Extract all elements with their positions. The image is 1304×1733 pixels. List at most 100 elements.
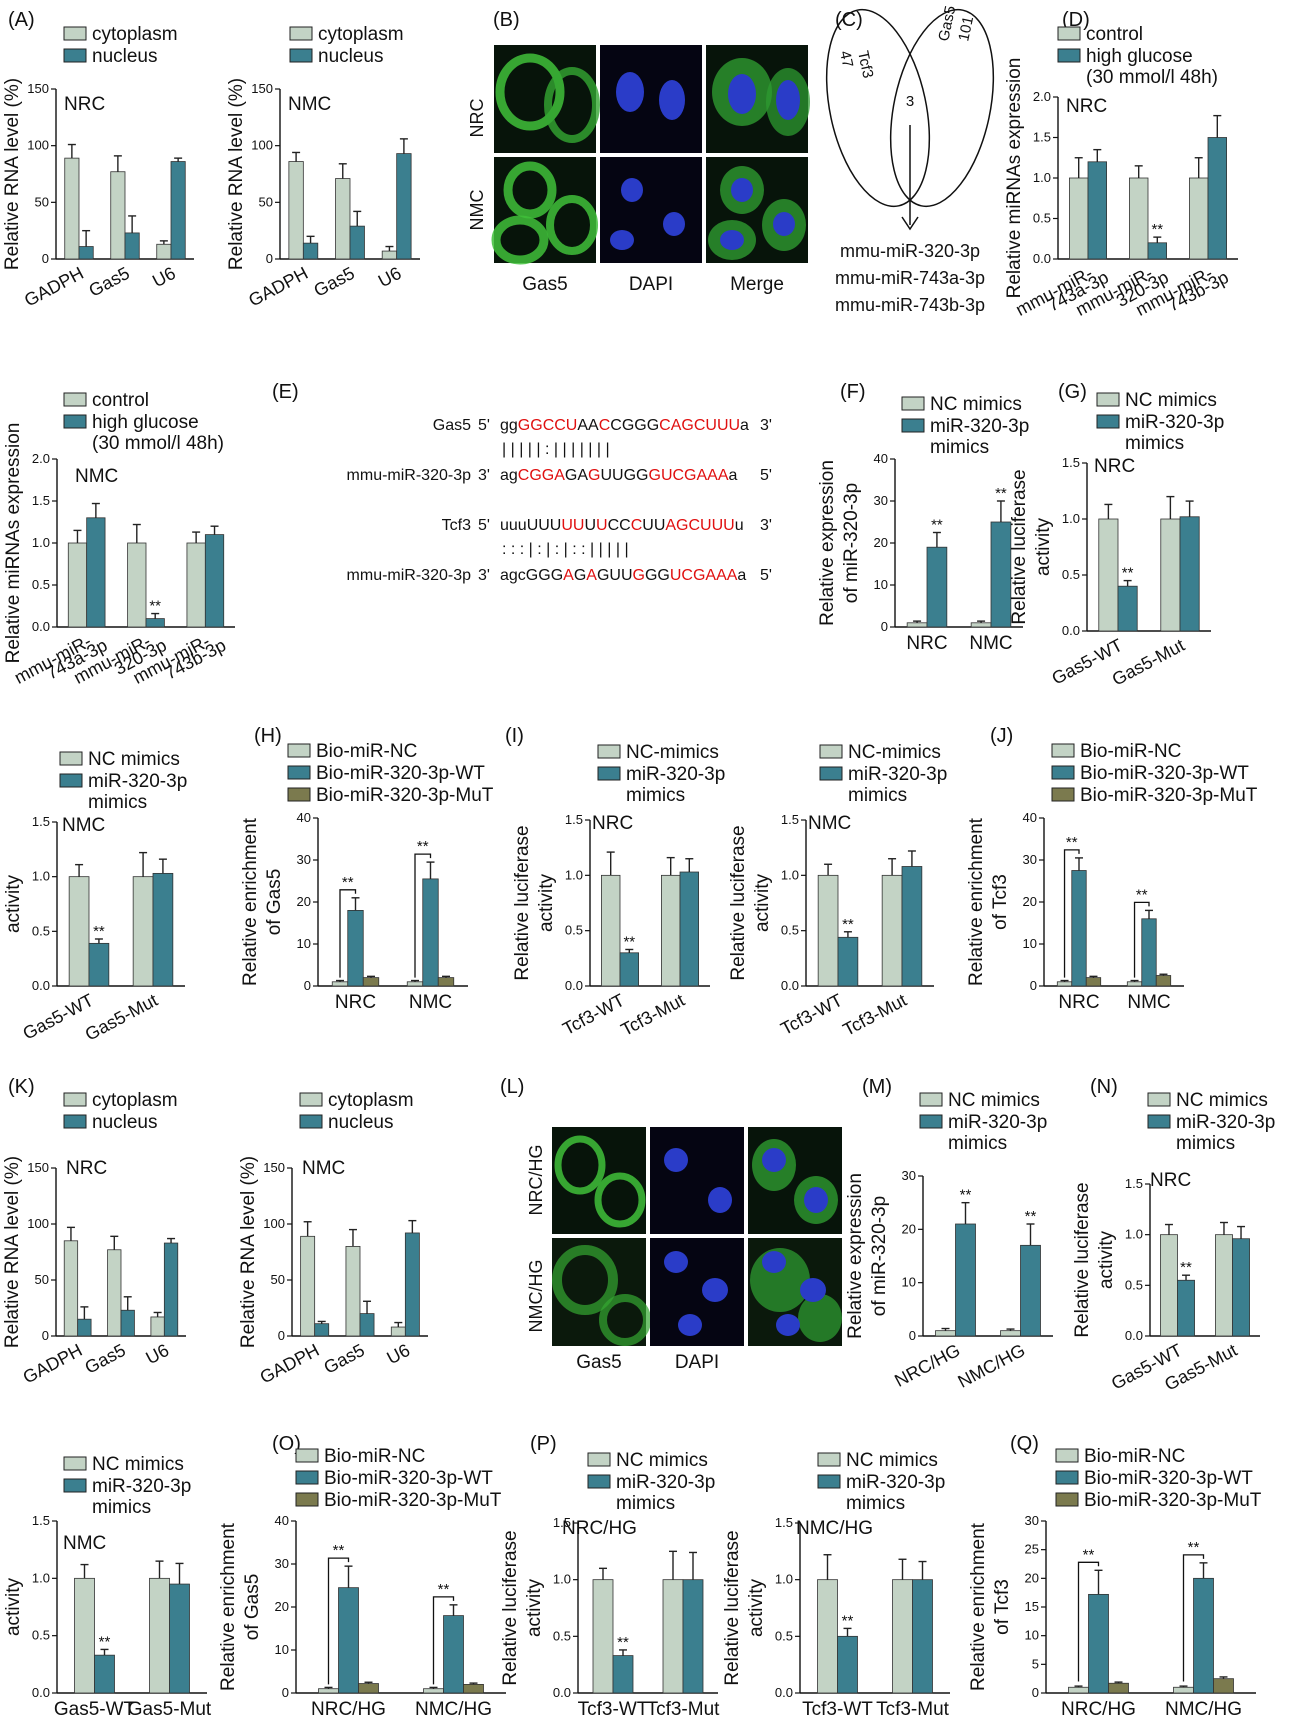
y-tick-label: 50 [35, 194, 49, 209]
legend-swatch [299, 1092, 323, 1107]
legend-label: NC mimics [1176, 1090, 1268, 1111]
y-tick-label: 100 [251, 138, 273, 153]
significance-mark: ** [1066, 834, 1078, 851]
y-axis-label: activity [3, 1577, 24, 1636]
significance-mark: ** [623, 933, 635, 950]
bar [817, 1579, 838, 1694]
legend-label: nucleus [92, 1112, 158, 1133]
nucleus-blob [773, 212, 795, 236]
bar [1215, 1234, 1233, 1337]
cell-ring [798, 1294, 842, 1342]
y-tick-label: 30 [275, 1556, 289, 1571]
bar [124, 232, 140, 260]
legend-swatch [63, 26, 87, 41]
y-axis-label: Relative enrichment [218, 1522, 239, 1691]
significance-bracket [1133, 901, 1150, 978]
bar [1071, 870, 1087, 987]
legend-label: (30 mmol/l 48h) [92, 433, 224, 454]
panel-label: (A) [8, 9, 35, 31]
significance-mark: ** [333, 1542, 345, 1559]
sequence-name: Gas5 [433, 417, 471, 434]
legend-swatch [587, 1452, 611, 1467]
significance-mark: ** [931, 517, 943, 534]
significance-mark: ** [1122, 565, 1134, 582]
alignment-pair: Gas5 5' ggGGCCUAACCGGGCAGCUUUa 3' mmu-miR-32… [347, 417, 772, 484]
venn-item: mmu-miR-320-3p [840, 241, 980, 261]
bar [64, 157, 80, 260]
bar [437, 977, 455, 987]
chart-p1: (P) 0.0 0.5 1.0 1.5 Relative luciferase activi… [500, 1433, 720, 1720]
y-tick-label: 0.5 [32, 1628, 50, 1643]
bar [404, 1232, 420, 1337]
y-tick-label: 100 [27, 138, 49, 153]
legend-label: mimics [1125, 433, 1184, 454]
legend-swatch [1057, 48, 1081, 63]
legend-label: mimics [1176, 1133, 1235, 1154]
sequence-end-label: 5' [760, 567, 772, 584]
x-tick-label: Gas5-WT [54, 1699, 136, 1720]
x-tick-label: Tcf3-WT [777, 990, 846, 1039]
chart-note: NRC [592, 813, 633, 834]
chart-k1: (K) 0 50 100 150 Relative RNA level (%) cytopl… [2, 1076, 186, 1388]
legend-label: Bio-miR-320-3p-MuT [316, 785, 494, 806]
nucleus-blob [728, 74, 756, 114]
y-tick-label: 40 [874, 451, 888, 466]
y-tick-label: 0.0 [553, 1685, 571, 1700]
venn-item: mmu-miR-743a-3p [835, 268, 985, 288]
chart-a2: 0 50 100 150 Relative RNA level (%) cytoplasm… [226, 24, 420, 311]
legend-swatch [919, 1092, 943, 1107]
bar [362, 977, 380, 987]
significance-mark: ** [1151, 221, 1163, 238]
legend-label: mimics [88, 792, 147, 813]
sequence-name: Tcf3 [442, 517, 471, 534]
legend-swatch [819, 744, 843, 759]
y-axis-label: activity [746, 1578, 767, 1637]
legend-swatch [59, 773, 83, 788]
y-tick-label: 150 [263, 1160, 285, 1175]
sequence-text: ggGGCCUAACCGGGCAGCUUUa [500, 417, 749, 434]
legend-swatch [1057, 26, 1081, 41]
nucleus-blob [663, 212, 685, 236]
bar [1193, 1577, 1214, 1694]
bar [74, 1577, 95, 1694]
y-tick-label: 1.0 [1033, 170, 1051, 185]
bar [406, 981, 424, 987]
bar [926, 546, 948, 628]
legend-label: Bio-miR-NC [1080, 741, 1181, 762]
y-tick-label: 30 [902, 1168, 916, 1183]
legend-label: Bio-miR-NC [324, 1446, 425, 1467]
venn-item: mmu-miR-743b-3p [835, 295, 985, 315]
legend-label: Bio-miR-NC [1084, 1446, 1185, 1467]
panel-l-label: (L) [500, 1076, 524, 1098]
legend-swatch [1051, 743, 1075, 758]
cell-ring [594, 1172, 646, 1228]
base-pair-marks: : : : | : | : | : : | | | | | [502, 541, 629, 558]
y-tick-label: 0 [278, 1328, 285, 1343]
y-tick-label: 20 [1025, 1570, 1039, 1585]
bar [94, 1654, 115, 1694]
base-pair-marks: | | | | | : | | | | | | | [502, 441, 610, 458]
y-axis-label: Relative miRNAs expression [3, 423, 24, 664]
bar [619, 952, 640, 987]
legend-swatch [63, 1092, 87, 1107]
x-tick-label: Gas5-Mut [128, 1699, 212, 1720]
sequence-end-label: 3' [478, 467, 490, 484]
y-tick-label: 20 [902, 1221, 916, 1236]
legend-label: cytoplasm [92, 24, 178, 45]
cell-ring [544, 67, 600, 143]
panel-label: (J) [990, 725, 1013, 747]
bar [1087, 161, 1108, 260]
col-label-dapi: DAPI [675, 1352, 719, 1373]
x-tick-label: NRC [1058, 992, 1099, 1013]
nucleus-blob [702, 1278, 728, 1302]
legend-swatch [295, 1448, 319, 1463]
bar [601, 874, 621, 987]
chart-note: NMC/HG [796, 1518, 873, 1539]
legend-label: Bio-miR-320-3p-WT [1084, 1468, 1253, 1489]
panel-label: (N) [1090, 1076, 1118, 1098]
legend-label: NC mimics [92, 1454, 184, 1475]
nucleus-blob [621, 178, 643, 202]
chart-i2: 0.0 0.5 1.0 1.5 Relative luciferase activity N… [728, 742, 947, 1040]
x-tick-label: Tcf3-WT [802, 1699, 873, 1720]
nucleus-blob [664, 1251, 688, 1273]
